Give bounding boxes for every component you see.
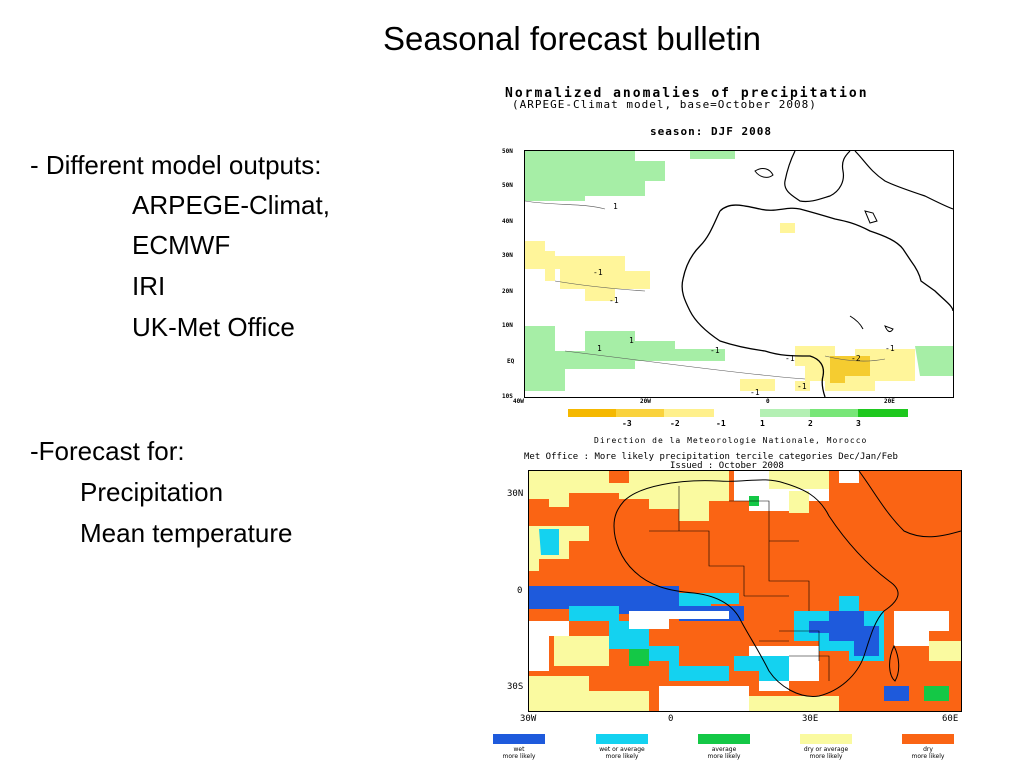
map2-lon-tick: 30E bbox=[802, 714, 819, 724]
forecast-item-precipitation: Precipitation bbox=[80, 477, 224, 507]
contour-label: 1 bbox=[613, 202, 618, 211]
models-heading: - Different model outputs: bbox=[30, 150, 322, 180]
map2-plot bbox=[528, 470, 962, 712]
model-item-arpege: ARPEGE-Climat, bbox=[132, 190, 330, 220]
colorbar-label: -1 bbox=[716, 419, 726, 428]
legend-swatch-wet-or-average bbox=[596, 734, 648, 744]
map1-season: season: DJF 2008 bbox=[650, 125, 772, 138]
slide-title: Seasonal forecast bulletin bbox=[383, 20, 761, 57]
legend-label-wet-or-average: wet or average more likely bbox=[599, 746, 645, 760]
colorbar-swatch bbox=[616, 409, 664, 417]
colorbar-swatch bbox=[664, 409, 714, 417]
model-item-iri: IRI bbox=[132, 271, 166, 301]
contour-label: -1 bbox=[885, 344, 895, 353]
map1-lat-tick: 30N bbox=[502, 252, 513, 259]
colorbar-label: -2 bbox=[670, 419, 680, 428]
map1-lon-tick: 40W bbox=[513, 398, 524, 405]
map2-lon-tick: 0 bbox=[668, 714, 674, 724]
contour-label: -1 bbox=[797, 382, 807, 391]
map2-title: Met Office : More likely precipitation t… bbox=[524, 452, 898, 462]
colorbar-swatch bbox=[568, 409, 616, 417]
title-area: Seasonal forecast bulletin bbox=[0, 0, 1024, 70]
map1-subtitle: (ARPEGE-Climat model, base=October 2008) bbox=[512, 98, 817, 111]
map2-lat-tick: 30S bbox=[507, 682, 524, 692]
legend-label-wet: wet more likely bbox=[502, 746, 536, 760]
map2-lat-tick: 30N bbox=[507, 489, 524, 499]
colorbar-swatch bbox=[760, 409, 810, 417]
map1-lon-tick: 0 bbox=[766, 398, 770, 405]
map1-lat-tick: 20N bbox=[502, 288, 513, 295]
map2-lat-tick: 0 bbox=[517, 586, 523, 596]
colorbar-label: 2 bbox=[808, 419, 813, 428]
map1-lat-tick: 10S bbox=[502, 393, 513, 400]
map1-lat-tick: 10N bbox=[502, 322, 513, 329]
legend-swatch-average bbox=[698, 734, 750, 744]
map1-lat-tick: 50N bbox=[502, 182, 513, 189]
colorbar-swatch bbox=[810, 409, 858, 417]
colorbar-swatch bbox=[858, 409, 908, 417]
map2-lon-tick: 30W bbox=[520, 714, 537, 724]
map1-lat-tick: 50N bbox=[502, 148, 513, 155]
contour-label: -2 bbox=[851, 354, 861, 363]
forecast-heading: -Forecast for: bbox=[30, 436, 185, 466]
map2-lon-tick: 60E bbox=[942, 714, 959, 724]
map1-plot: 1 -1 -1 1 1 -1 -1 -2 -1 -1 -1 bbox=[524, 150, 954, 398]
contour-label: -1 bbox=[750, 388, 760, 397]
contour-label: -1 bbox=[609, 296, 619, 305]
contour-label: -1 bbox=[710, 346, 720, 355]
legend-swatch-dry-or-average bbox=[800, 734, 852, 744]
contour-label: -1 bbox=[785, 354, 795, 363]
contour-label: -1 bbox=[593, 268, 603, 277]
model-item-ukmo: UK-Met Office bbox=[132, 312, 295, 342]
map1-lon-tick: 20W bbox=[640, 398, 651, 405]
map1-lat-tick: EQ bbox=[507, 358, 515, 365]
map2-issued: Issued : October 2008 bbox=[670, 461, 784, 471]
map1-lon-tick: 20E bbox=[884, 398, 895, 405]
legend-label-dry-or-average: dry or average more likely bbox=[803, 746, 849, 760]
forecast-item-temperature: Mean temperature bbox=[80, 518, 293, 548]
colorbar-label: -3 bbox=[622, 419, 632, 428]
legend-label-average: average more likely bbox=[707, 746, 741, 760]
map1-footer: Direction de la Meteorologie Nationale, … bbox=[594, 436, 868, 445]
model-item-ecmwf: ECMWF bbox=[132, 230, 231, 260]
map1-title: Normalized anomalies of precipitation bbox=[505, 86, 869, 101]
legend-swatch-wet bbox=[493, 734, 545, 744]
map1-svg: 1 -1 -1 1 1 -1 -1 -2 -1 -1 -1 bbox=[525, 151, 953, 397]
legend-swatch-dry bbox=[902, 734, 954, 744]
colorbar-label: 3 bbox=[856, 419, 861, 428]
map1-lat-tick: 40N bbox=[502, 218, 513, 225]
map2-svg bbox=[529, 471, 961, 711]
contour-label: 1 bbox=[597, 344, 602, 353]
colorbar-label: 1 bbox=[760, 419, 765, 428]
contour-label: 1 bbox=[629, 336, 634, 345]
legend-label-dry: dry more likely bbox=[911, 746, 945, 760]
